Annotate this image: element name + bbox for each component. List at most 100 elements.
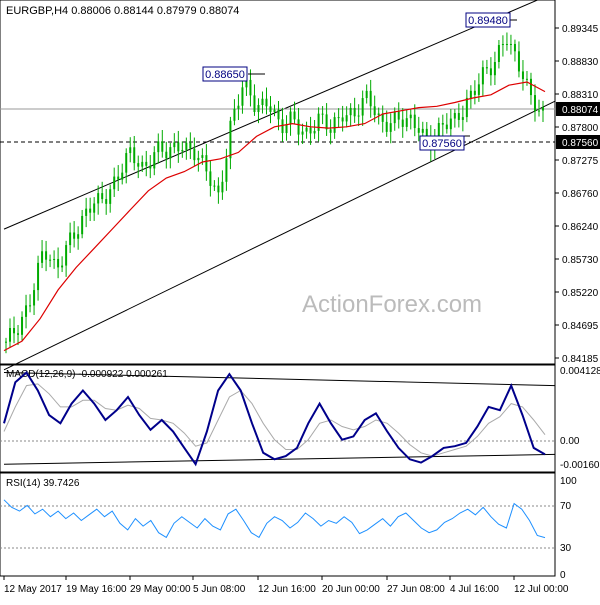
current-price-tag: 0.88074 <box>556 102 600 116</box>
price-tick-label: 0.89345 <box>562 24 599 35</box>
candle-body <box>233 108 236 121</box>
candle-body <box>277 109 280 120</box>
macd-signal-line <box>3 383 546 457</box>
candle-body <box>85 208 88 216</box>
candle-body <box>21 316 24 335</box>
candle-body <box>285 124 288 134</box>
candle-body <box>329 129 332 133</box>
candle-body <box>521 71 524 80</box>
candle-body <box>177 142 180 152</box>
candle-body <box>397 111 400 120</box>
candle-body <box>537 110 540 112</box>
rsi-label: RSI(14) 39.7426 <box>6 478 80 489</box>
candle-body <box>385 121 388 132</box>
candle-body <box>193 148 196 161</box>
candle-body <box>133 147 136 164</box>
candle-body <box>237 105 240 109</box>
time-axis: 12 May 2017 19 May 16:00 29 May 00:00 5 Jun… <box>3 576 569 595</box>
candle-body <box>365 90 368 99</box>
candle-body <box>349 107 352 116</box>
price-tick-label: 0.87275 <box>562 156 599 167</box>
candle-body <box>441 123 444 125</box>
price-tick-label: 0.88310 <box>562 90 599 101</box>
candle-body <box>445 124 448 130</box>
annotation-low1: 0.87560 <box>419 135 470 151</box>
candle-body <box>341 117 344 122</box>
candle-body <box>393 111 396 124</box>
candle-body <box>505 43 508 45</box>
candle-body <box>101 193 104 200</box>
candle-body <box>229 120 232 159</box>
candle-body <box>405 118 408 127</box>
time-tick-label: 12 Jul 00:00 <box>514 584 569 595</box>
candle-body <box>353 107 356 117</box>
rsi-tick-100: 100 <box>560 476 577 487</box>
candle-body <box>541 107 544 111</box>
candle-body <box>117 176 120 180</box>
candle-body <box>321 113 324 115</box>
candle-body <box>97 193 100 204</box>
candle-body <box>41 251 44 263</box>
candle-body <box>53 258 56 260</box>
candle-body <box>137 163 140 167</box>
annotation-high1: 0.88650 <box>202 66 265 82</box>
candle-body <box>509 43 512 45</box>
candle-body <box>461 117 464 120</box>
candle-body <box>437 123 440 140</box>
candle-body <box>29 305 32 307</box>
candle-body <box>81 215 84 235</box>
candle-body <box>449 118 452 130</box>
candle-body <box>513 43 516 52</box>
candle-body <box>309 127 312 134</box>
macd-trendline-upper <box>3 371 556 387</box>
candle-body <box>457 113 460 120</box>
candle-body <box>57 258 60 268</box>
candle-body <box>213 185 216 187</box>
candle-body <box>17 333 20 335</box>
candlestick-series <box>5 32 544 354</box>
candle-body <box>93 203 96 213</box>
candle-body <box>305 127 308 132</box>
candle-body <box>37 262 40 291</box>
candle-body <box>249 79 252 96</box>
candle-body <box>109 189 112 204</box>
candle-body <box>185 142 188 150</box>
candle-body <box>281 119 284 134</box>
annotation-high2-label: 0.89480 <box>468 15 508 27</box>
support-price-tag-text: 0.87560 <box>562 138 599 149</box>
candle-body <box>261 98 264 106</box>
candle-body <box>189 142 192 149</box>
symbol-info: EURGBP,H4 0.88006 0.88144 0.87979 0.8807… <box>6 5 239 17</box>
candle-body <box>241 87 244 106</box>
price-tick-label: 0.86760 <box>562 189 599 200</box>
candle-body <box>105 199 108 204</box>
candle-body <box>369 90 372 107</box>
candle-body <box>73 232 76 239</box>
candle-body <box>221 181 224 193</box>
candle-body <box>409 114 412 119</box>
moving-average-line <box>3 81 546 352</box>
candle-body <box>389 123 392 132</box>
candle-body <box>325 114 328 130</box>
candle-body <box>201 155 204 158</box>
price-tick-label: 0.85730 <box>562 255 599 266</box>
candle-body <box>165 151 168 159</box>
time-tick-label: 29 May 00:00 <box>130 584 191 595</box>
candle-body <box>121 172 124 180</box>
candle-body <box>289 111 292 125</box>
support-price-tag: 0.87560 <box>556 135 600 149</box>
candle-body <box>269 106 272 112</box>
macd-panel <box>0 364 556 473</box>
price-tick-label: 0.87800 <box>562 123 599 134</box>
candle-body <box>265 98 268 107</box>
macd-trendlines <box>3 371 556 465</box>
candle-body <box>453 113 456 119</box>
price-tick-label: 0.84695 <box>562 321 599 332</box>
candle-body <box>469 90 472 98</box>
current-price-tag-text: 0.88074 <box>562 105 599 116</box>
candle-body <box>257 105 260 112</box>
rsi-tick-30: 30 <box>560 543 572 554</box>
rsi-tick-0: 0 <box>560 570 566 581</box>
candle-body <box>77 234 80 239</box>
